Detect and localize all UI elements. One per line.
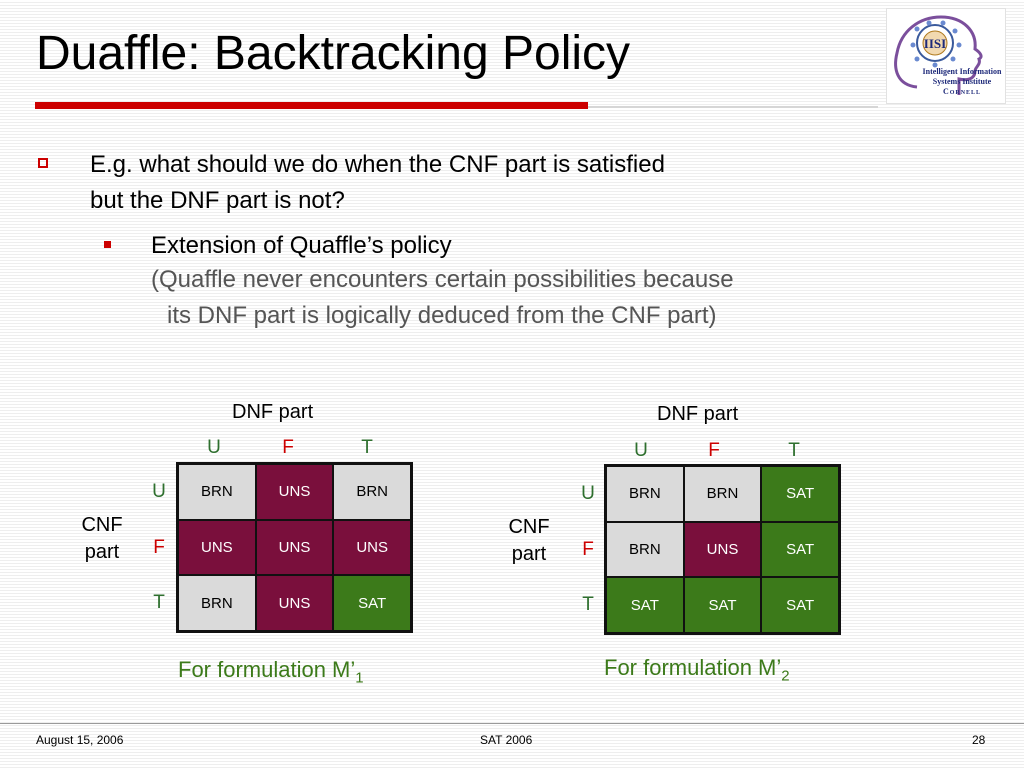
slide-title: Duaffle: Backtracking Policy [36,27,631,80]
cnf-axis-label-line-2: part [511,543,547,565]
cnf-axis-label: CNF part [67,512,137,566]
logo-line-2: Systems Institute [932,77,992,86]
bullet-sub: Extension of Quaffle’s policy [151,232,452,259]
hollow-square-bullet-icon [38,158,48,168]
table-cell: SAT [334,576,410,630]
bullet-sub-note: (Quaffle never encounters certain possib… [151,262,911,334]
policy-table-m1: BRN UNS BRN UNS UNS UNS BRN UNS SAT [176,462,413,633]
logo-caption: Intelligent Information Systems Institut… [920,67,1004,97]
table-cell: SAT [762,467,838,521]
table-cell: UNS [334,520,410,575]
table-cell: UNS [256,576,333,630]
row-header-u: U [581,483,595,504]
filled-square-bullet-icon [104,241,111,248]
table-caption-m1: For formulation M’1 [178,657,364,686]
table-cell: UNS [179,520,255,575]
table-cell: SAT [762,522,838,577]
bullet-main-line-1: E.g. what should we do when the CNF part… [90,151,665,178]
table-cell: UNS [684,522,761,577]
row-header-u: U [152,481,166,502]
footer-date: August 15, 2006 [36,733,124,747]
cnf-axis-label-line-1: CNF [508,516,550,538]
caption-text: For formulation M’ [178,657,356,682]
cnf-axis-label-line-2: part [84,541,120,563]
table-cell: BRN [179,576,255,630]
footer-event: SAT 2006 [480,733,533,747]
caption-subscript: 2 [781,667,790,685]
bullet-main-line-2: but the DNF part is not? [90,187,345,214]
table-cell: BRN [179,465,255,519]
table-cell: BRN [607,522,683,577]
table-cell: SAT [684,578,761,632]
column-header-t: T [788,440,800,461]
row-header-f: F [582,539,594,560]
caption-text: For formulation M’ [604,655,782,680]
bullet-main: E.g. what should we do when the CNF part… [90,147,890,219]
title-underline [35,102,588,109]
logo-line-3: Cornell [942,87,982,96]
table-caption-m2: For formulation M’2 [604,655,790,684]
table-cell: BRN [334,465,410,519]
policy-table-m2: BRN BRN SAT BRN UNS SAT SAT SAT SAT [604,464,841,635]
table-cell: SAT [762,578,838,632]
table-cell: BRN [684,467,761,521]
dnf-axis-label: DNF part [657,403,739,425]
column-header-t: T [361,437,373,458]
column-header-u: U [207,437,221,458]
row-header-t: T [153,592,165,613]
column-header-f: F [708,440,720,461]
iisi-logo: IISI Intelligent Information Systems Ins… [886,8,1006,104]
bullet-sub-note-line-1: (Quaffle never encounters certain possib… [151,266,734,293]
svg-text:IISI: IISI [924,36,946,51]
row-header-f: F [153,537,165,558]
footer-page-number: 28 [972,733,986,747]
logo-line-1: Intelligent Information [922,67,1002,76]
title-underline-extension [588,106,878,108]
table-cell: SAT [607,578,683,632]
caption-subscript: 1 [355,669,364,687]
table-cell: UNS [256,465,333,519]
footer-divider [0,723,1024,724]
column-header-f: F [282,437,294,458]
head-profile-icon: IISI [894,15,983,95]
table-cell: BRN [607,467,683,521]
bullet-sub-note-line-2: its DNF part is logically deduced from t… [167,302,717,329]
dnf-axis-label: DNF part [232,401,314,423]
column-header-u: U [634,440,648,461]
cnf-axis-label-line-1: CNF [81,514,123,536]
table-cell: UNS [256,520,333,575]
row-header-t: T [582,594,594,615]
cnf-axis-label: CNF part [494,514,564,568]
